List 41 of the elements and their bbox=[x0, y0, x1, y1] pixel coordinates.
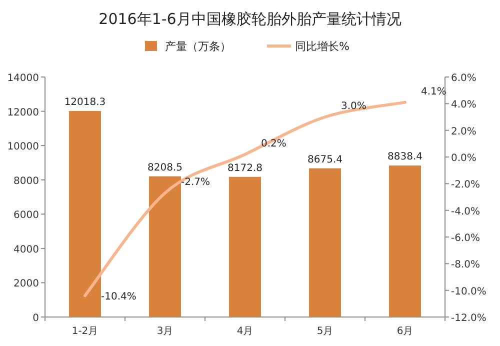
y2-tick-label: -6.0% bbox=[451, 233, 480, 244]
data-label: 3.0% bbox=[341, 101, 366, 112]
y2-tick-label: 2.0% bbox=[451, 126, 476, 138]
data-label: -2.7% bbox=[181, 177, 210, 188]
data-label: 0.2% bbox=[261, 138, 286, 150]
y-tick-label: 2000 bbox=[14, 278, 39, 290]
y2-tick-label: 0.0% bbox=[451, 153, 476, 164]
data-label: 8838.4 bbox=[388, 151, 422, 162]
y2-tick-label: -2.0% bbox=[451, 180, 480, 191]
x-tick-label: 6月 bbox=[396, 326, 414, 337]
bar bbox=[389, 165, 421, 317]
y2-tick-label: -12.0% bbox=[451, 313, 486, 324]
y-tick-label: 12000 bbox=[7, 107, 39, 118]
data-label: 12018.3 bbox=[64, 96, 106, 108]
legend-label: 产量（万条） bbox=[165, 40, 231, 53]
data-label: 8172.8 bbox=[228, 162, 262, 174]
y2-tick-label: 6.0% bbox=[451, 73, 476, 84]
x-tick-label: 4月 bbox=[236, 326, 254, 337]
y-tick-label: 10000 bbox=[7, 142, 39, 153]
x-tick-label: 1-2月 bbox=[72, 326, 98, 337]
y2-tick-label: 4.0% bbox=[451, 100, 476, 111]
y-tick-label: 0 bbox=[32, 313, 39, 324]
data-label: 8208.5 bbox=[148, 162, 182, 174]
bar bbox=[309, 168, 341, 317]
y-tick-label: 14000 bbox=[7, 73, 39, 84]
x-tick-label: 5月 bbox=[316, 326, 334, 337]
bar bbox=[69, 110, 101, 317]
y2-tick-label: -8.0% bbox=[451, 260, 480, 271]
bar bbox=[149, 176, 181, 317]
y-tick-label: 4000 bbox=[14, 244, 39, 256]
y2-tick-label: -4.0% bbox=[451, 206, 480, 218]
data-label: 8675.4 bbox=[308, 154, 342, 166]
data-label: -10.4% bbox=[101, 292, 136, 303]
bar bbox=[229, 176, 261, 317]
y-tick-label: 6000 bbox=[14, 210, 39, 222]
legend-label: 同比增长% bbox=[295, 40, 350, 53]
y-tick-label: 8000 bbox=[14, 176, 39, 187]
x-tick-label: 3月 bbox=[156, 326, 174, 337]
chart-title: 2016年1-6月中国橡胶轮胎外胎产量统计情况 bbox=[98, 10, 402, 28]
y2-tick-label: -10.0% bbox=[451, 286, 486, 298]
data-label: 4.1% bbox=[421, 86, 446, 98]
